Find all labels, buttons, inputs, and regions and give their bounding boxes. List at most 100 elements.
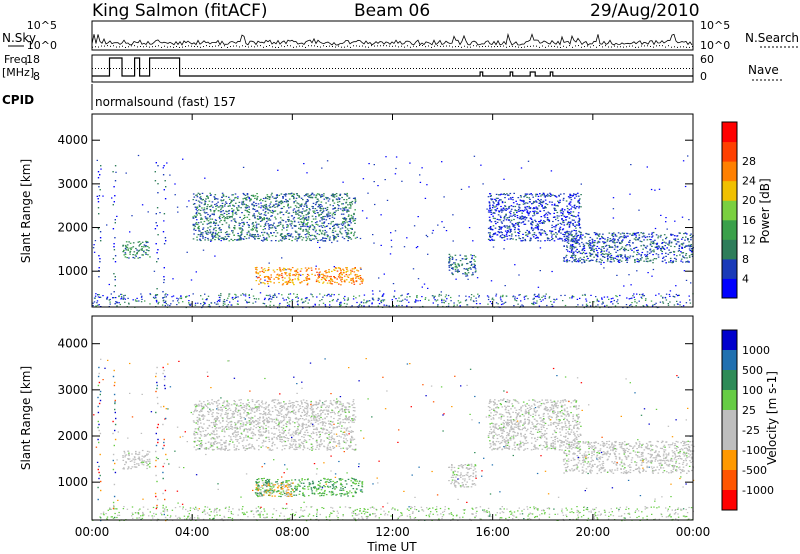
power-cell [352,280,355,282]
nave-dot [404,68,405,69]
power-cell [596,245,599,248]
power-cell [252,201,255,203]
power-cell [312,202,315,204]
power-cell [508,228,511,230]
nave-dot [350,68,351,69]
power-cell [307,219,310,221]
power-cell [628,244,631,246]
nave-dot [542,68,543,69]
power-cell [508,198,510,200]
power-cell [614,246,617,248]
power-cell [530,228,533,230]
power-cell [194,225,196,227]
power-cell [656,248,659,250]
power-cell [636,250,638,252]
power-cell [537,225,540,227]
power-cell [546,239,549,241]
power-cell [683,270,686,272]
power-cell [204,216,207,218]
power-cell [114,219,116,221]
power-cell [443,226,445,228]
power-cell [295,225,297,227]
power-cell [661,242,663,244]
power-cell [514,215,516,217]
power-cell [292,218,295,220]
power-cell [425,234,428,236]
power-cell [339,198,341,200]
power-cell [528,230,530,232]
power-colorbar-frame [721,121,738,299]
power-cell [497,231,499,233]
nave-dot [227,68,228,69]
nave-dot [167,68,168,69]
power-cell [322,281,325,283]
power-cell [328,198,331,200]
power-cell [508,216,510,218]
nsearch-dot [194,45,195,47]
power-cell [532,236,535,238]
power-cell [510,219,513,221]
power-cell [612,217,615,219]
freq-trace [92,57,693,77]
power-cell [601,303,603,305]
power-cell [603,247,605,249]
velocity-cell [269,489,271,491]
power-cell [502,193,504,195]
power-cell [218,235,221,237]
power-cell [245,198,247,200]
power-cell [553,204,556,206]
power-cell [185,296,187,298]
power-cell [216,301,219,303]
power-cell [604,305,606,307]
power-cell [130,247,133,249]
power-cell [319,194,321,196]
power-cell [504,230,507,232]
power-cell [660,249,662,251]
nsearch-dot [269,45,270,47]
power-cell [655,302,657,304]
power-cell [322,277,325,279]
power-cell [566,246,569,248]
velocity-cell [319,482,321,484]
power-cell [254,227,256,229]
velocity-cell [307,488,310,490]
power-cell [662,296,664,298]
power-cell [344,295,346,298]
velocity-cell [268,491,271,493]
nave-dot [365,68,366,69]
power-cell [506,217,509,219]
power-cell [517,235,520,237]
power-cell [217,210,220,212]
power-cell [574,242,577,244]
power-cell [343,218,345,220]
power-cell [329,204,332,206]
nave-dot [557,68,558,69]
power-cell [162,231,165,233]
power-cell [320,217,322,219]
power-cell [555,224,557,227]
power-cell [516,222,519,224]
power-cell [546,234,548,236]
nave-dot [182,68,183,69]
power-cell [572,257,574,259]
power-cell [286,210,288,212]
power-cell [276,195,279,197]
power-cell [549,195,552,197]
power-cell [448,259,451,261]
power-cell [451,256,453,258]
power-cell [280,270,282,272]
power-cell [601,297,603,299]
power-cell [225,202,228,204]
power-cell [314,235,316,237]
nave-dot [311,68,312,69]
power-cell [285,235,287,237]
power-cell [214,232,217,234]
power-colorbar-swatch [722,122,737,143]
power-cell [568,233,571,235]
power-cell [494,206,496,208]
velocity-cell [340,484,343,486]
power-cell [613,248,616,250]
power-cell [294,238,296,240]
power-cell [658,246,661,248]
power-cell [213,221,215,223]
